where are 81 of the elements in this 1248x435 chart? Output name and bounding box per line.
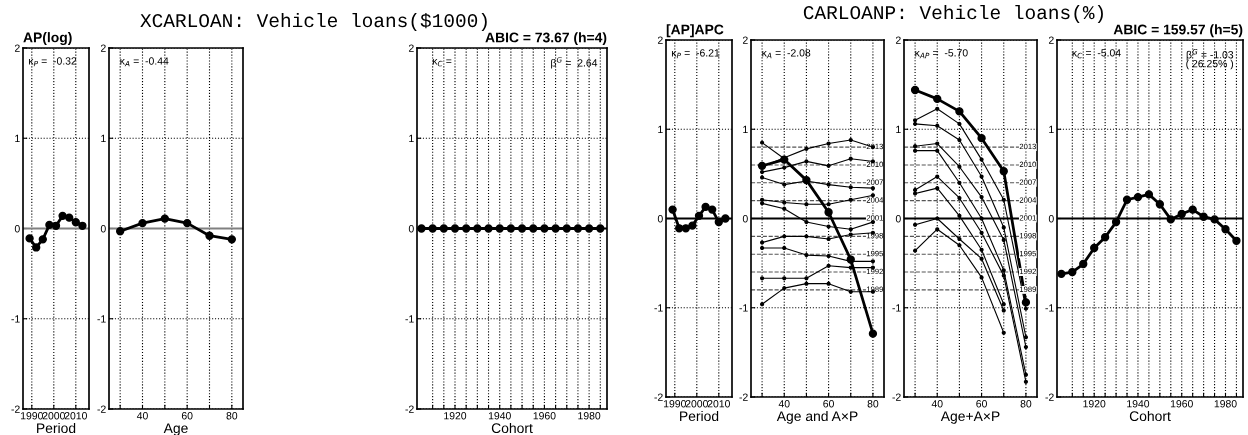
y-tick-label: 1	[743, 125, 748, 134]
y-tick-label: 1	[409, 134, 414, 143]
y-tick-label: 2	[14, 44, 20, 52]
chart-subtitle: ABIC = 159.57 (h=5)	[1113, 24, 1243, 38]
x-tick-label: 60	[823, 400, 834, 408]
annotation: κ$_{P}$ = -6.21	[671, 49, 720, 59]
y-tick-label: -1	[1045, 304, 1054, 312]
x-tick-label: 1940	[488, 412, 511, 420]
chart-subtitle: [AP]APC	[666, 24, 724, 38]
x-tick-label: 1920	[444, 412, 467, 420]
x-tick-label: 1980	[1214, 400, 1237, 408]
y-tick-label: 0	[100, 225, 106, 233]
x-tick-label: 1990	[21, 412, 43, 420]
annotation: β$^{G}$ = -1.03	[1186, 48, 1234, 61]
y-tick-label: 1	[896, 125, 901, 134]
x-tick-label: 1960	[533, 412, 556, 420]
y-tick-label: 1	[15, 134, 20, 143]
x-tick-label: 60	[976, 400, 987, 408]
y-tick-label: -2	[11, 405, 20, 413]
y-tick-label: -2	[1045, 393, 1054, 401]
y-tick-label: 0	[657, 215, 663, 223]
x-axis-title: Cohort	[491, 422, 533, 434]
annotation: κ$_{P}$ = -0.32	[28, 57, 77, 67]
annotation: κ$_{A}$ = -2.08	[762, 49, 811, 59]
annotation: κ$_{AP}$ = -5.70	[915, 49, 968, 59]
x-tick-label: 2000	[685, 400, 708, 408]
y-tick-label: -1	[11, 315, 20, 323]
y-tick-label: 2	[1048, 36, 1054, 44]
y-tick-label: -2	[97, 405, 106, 413]
x-tick-label: 80	[1020, 400, 1032, 408]
x-axis-title: Age and A×P	[776, 410, 858, 424]
x-axis-title: Age	[163, 423, 188, 435]
y-tick-label: 0	[742, 215, 748, 223]
annotation: ( 26.25% )	[1186, 59, 1234, 70]
y-tick-label: 2	[742, 36, 748, 44]
y-tick-label: 2	[408, 44, 414, 52]
x-tick-label: 1920	[1083, 400, 1106, 408]
x-tick-label: 40	[136, 412, 148, 420]
y-tick-label: -2	[654, 393, 663, 401]
text: XCARLOAN: Vehicle loans($1000)	[140, 12, 487, 32]
x-tick-label: 2000	[42, 412, 65, 420]
annotation: β$^{G}$ = 2.64	[551, 57, 598, 69]
x-tick-label: 80	[867, 400, 879, 408]
chart-subtitle: ABIC = 73.67 (h=4)	[485, 32, 607, 46]
y-tick-label: 2	[895, 36, 901, 44]
y-tick-label: -2	[739, 393, 748, 401]
y-tick-label: 1	[658, 125, 663, 134]
y-tick-label: 0	[895, 215, 901, 223]
annotation: κ$_{A}$ = -0.44	[120, 57, 169, 67]
x-tick-label: 1980	[578, 412, 601, 420]
text: CARLOANP: Vehicle loans(%)	[803, 4, 1103, 24]
annotation: κ$_{C}$ =	[432, 59, 452, 67]
y-tick-label: -1	[97, 315, 106, 323]
x-axis-title: Cohort	[1129, 410, 1171, 422]
y-tick-label: 0	[408, 225, 414, 233]
x-tick-label: 40	[931, 400, 943, 408]
annotation: κ$_{C}$ = -5.04	[1072, 49, 1121, 59]
x-axis-title: Period	[37, 422, 76, 434]
x-tick-label: 80	[226, 412, 238, 420]
y-tick-label: -1	[739, 304, 748, 312]
y-tick-label: -2	[405, 405, 414, 413]
y-tick-label: 0	[1048, 215, 1054, 223]
y-tick-label: -1	[892, 304, 901, 312]
y-tick-label: 1	[1049, 125, 1054, 134]
y-tick-label: 0	[14, 225, 20, 233]
y-tick-label: 2	[100, 44, 106, 52]
x-tick-label: 2010	[64, 412, 87, 420]
x-axis-title: Age+A×P	[940, 411, 1000, 424]
x-tick-label: 2010	[707, 400, 730, 408]
x-tick-label: 60	[181, 412, 193, 420]
x-tick-label: 1990	[664, 400, 686, 408]
x-tick-label: 1960	[1170, 400, 1193, 408]
x-axis-title: Period	[680, 410, 719, 422]
y-tick-label: -1	[405, 315, 414, 323]
chart-subtitle: AP(log)	[23, 32, 72, 46]
y-tick-label: -1	[654, 304, 663, 312]
x-tick-label: 40	[778, 400, 790, 408]
x-tick-label: 1940	[1127, 400, 1150, 408]
y-tick-label: -2	[892, 393, 901, 401]
y-tick-label: 2	[657, 36, 663, 44]
y-tick-label: 1	[101, 134, 106, 143]
